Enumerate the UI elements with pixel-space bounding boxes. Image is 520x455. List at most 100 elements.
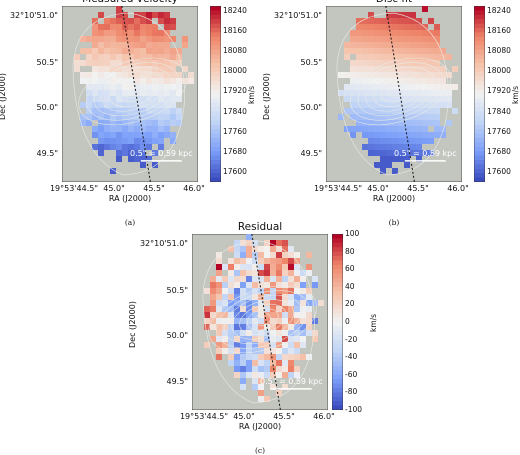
map-pixel — [282, 348, 288, 354]
map-pixel — [246, 366, 252, 372]
map-pixel — [104, 120, 110, 126]
map-pixel — [240, 270, 246, 276]
map-pixel — [428, 66, 434, 72]
map-pixel — [216, 258, 222, 264]
map-pixel — [252, 294, 258, 300]
map-pixel — [110, 144, 116, 150]
flux-contour-outer — [202, 240, 315, 404]
map-pixel — [380, 18, 386, 24]
map-pixel — [270, 270, 276, 276]
map-pixel — [282, 366, 288, 372]
map-pixel — [288, 282, 294, 288]
velocity-map — [192, 234, 328, 410]
colorbar-segment — [474, 116, 485, 121]
map-pixel — [228, 324, 234, 330]
map-pixel — [270, 240, 276, 246]
map-pixel — [270, 384, 276, 390]
map-pixel — [170, 72, 176, 78]
map-pixel — [282, 264, 288, 270]
map-pixel — [110, 42, 116, 48]
map-pixel — [182, 78, 188, 84]
colorbar-segment — [474, 41, 485, 47]
map-pixel — [338, 90, 344, 96]
map-pixel — [392, 132, 398, 138]
colorbar-tick-label: 17920 — [487, 86, 511, 96]
map-pixel — [158, 126, 164, 132]
map-pixel — [104, 108, 110, 114]
map-pixel — [152, 72, 158, 78]
map-pixel — [422, 42, 428, 48]
map-pixel — [204, 306, 210, 312]
map-pixel — [422, 138, 428, 144]
map-pixel — [282, 294, 288, 300]
map-pixel — [246, 246, 252, 252]
map-pixel — [282, 300, 288, 306]
map-pixel — [404, 18, 410, 24]
map-pixel — [428, 114, 434, 120]
map-pixel — [374, 42, 380, 48]
map-pixel — [164, 126, 170, 132]
map-pixel — [104, 48, 110, 54]
map-pixel — [234, 348, 240, 354]
map-pixel — [152, 108, 158, 114]
flux-contour — [239, 303, 287, 335]
map-pixel — [252, 384, 258, 390]
map-pixel — [416, 90, 422, 96]
map-pixel — [410, 78, 416, 84]
map-pixel — [422, 78, 428, 84]
map-pixel — [386, 18, 392, 24]
map-pixel — [440, 54, 446, 60]
map-pixel — [116, 138, 122, 144]
map-pixel — [98, 90, 104, 96]
map-pixel — [216, 270, 222, 276]
colorbar-segment — [474, 164, 485, 170]
map-pixel — [240, 276, 246, 282]
colorbar-segment — [332, 308, 343, 314]
y-tick-label: 50.5" — [300, 58, 323, 67]
map-pixel — [356, 84, 362, 90]
map-pixel — [288, 306, 294, 312]
map-pixel — [380, 78, 386, 84]
colorbar-tick-label: -80 — [345, 387, 358, 397]
map-pixel — [276, 258, 282, 264]
map-pixel — [338, 114, 344, 120]
map-pixel — [380, 54, 386, 60]
map-pixel — [380, 114, 386, 120]
map-pixel — [264, 336, 270, 342]
map-pixel — [116, 36, 122, 42]
colorbar-tick-label: 17920 — [223, 86, 247, 96]
colorbar-label: km/s — [369, 313, 378, 332]
map-pixel — [276, 294, 282, 300]
map-pixel — [276, 330, 282, 336]
map-pixel — [288, 288, 294, 294]
map-pixel — [158, 36, 164, 42]
map-pixel — [258, 324, 264, 330]
colorbar-segment — [474, 107, 485, 113]
map-pixel — [216, 294, 222, 300]
map-pixel — [398, 30, 404, 36]
map-pixel — [368, 126, 374, 132]
map-pixel — [356, 114, 362, 120]
colorbar-segment — [210, 72, 221, 77]
map-pixel — [182, 42, 188, 48]
colorbar-segment — [332, 295, 343, 301]
map-pixel — [216, 330, 222, 336]
map-pixel — [152, 120, 158, 126]
map-pixel — [152, 138, 158, 144]
colorbar-segment — [210, 54, 221, 60]
map-pixel — [356, 30, 362, 36]
map-pixel — [234, 342, 240, 348]
map-pixel — [104, 18, 110, 24]
map-pixel — [170, 60, 176, 66]
map-pixel — [258, 342, 264, 348]
map-pixel — [276, 288, 282, 294]
map-pixel — [170, 84, 176, 90]
y-axis-label: Dec (J2000) — [0, 73, 7, 120]
colorbar-tick-label: 18080 — [487, 46, 511, 56]
map-pixel — [440, 48, 446, 54]
map-pixel — [398, 150, 404, 156]
map-pixel — [152, 66, 158, 72]
colorbar-segment — [210, 80, 221, 86]
map-pixel — [128, 102, 134, 108]
map-pixel — [356, 48, 362, 54]
